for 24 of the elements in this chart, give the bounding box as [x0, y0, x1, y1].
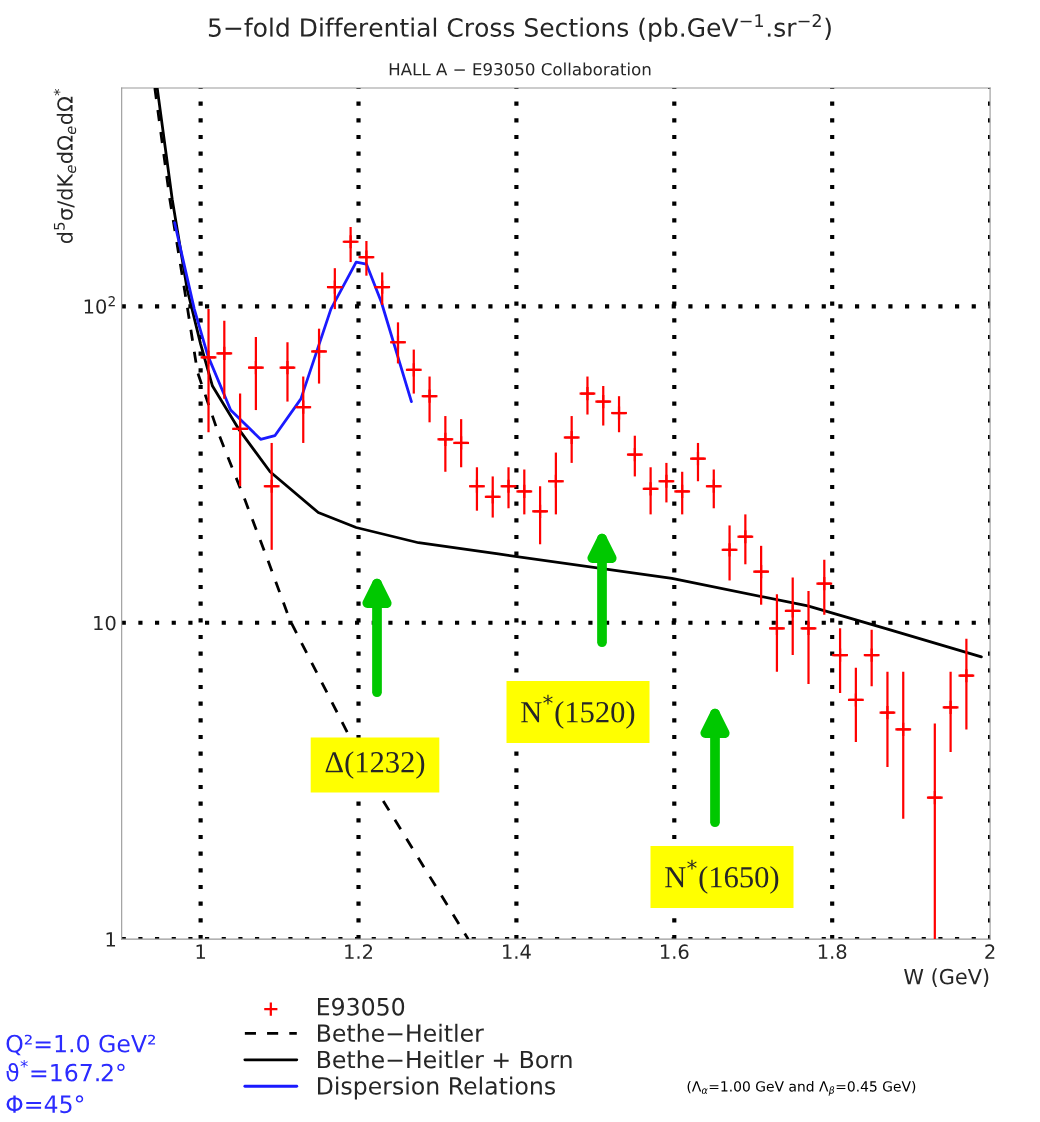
legend-label: Bethe−Heitler	[318, 1023, 484, 1043]
x-tick-label: 1.8	[818, 944, 847, 960]
annotation: N$^{*}$(1650)	[665, 859, 779, 894]
x-tick-label: 1.4	[503, 944, 531, 959]
text: Q²=1.0 GeV²	[6, 1034, 156, 1056]
chart-title: 5−fold Differential Cross Sections (pb.GeV$^{−1}$.sr$^{−2}$)	[208, 14, 831, 42]
x-tick-label: 2	[985, 944, 995, 959]
chart-subtitle: HALL A − E93050 Collaboration	[389, 62, 651, 76]
text: Φ=45°	[6, 1095, 84, 1114]
y-tick-label: 10	[94, 615, 116, 631]
text: ϑ$^{*}$=167.2°	[6, 1059, 125, 1082]
x-tick-label: 1.2	[345, 944, 373, 959]
y-tick-label: 1	[106, 932, 116, 947]
annotation: N$^{*}$(1520)	[521, 694, 635, 729]
x-tick-label: 1.6	[660, 944, 689, 960]
legend-label: E93050	[318, 997, 405, 1016]
legend-label: Dispersion Relations	[318, 1076, 555, 1100]
y-axis-title: d$^{5}$σ/dK$_{e}$dΩ$_{e}$dΩ$^{*}$	[53, 89, 77, 244]
x-axis-title: W (GeV)	[904, 968, 989, 987]
x-tick-label: 1	[196, 944, 206, 959]
y-tick-label: 10$^{2}$	[84, 296, 115, 314]
legend-label: Bethe−Heitler + Born	[318, 1050, 572, 1069]
annotation: Δ(1232)	[325, 751, 425, 779]
text: (Λ$_{α}$=1.00 GeV and Λ$_{β}$=0.45 GeV)	[687, 1080, 916, 1096]
